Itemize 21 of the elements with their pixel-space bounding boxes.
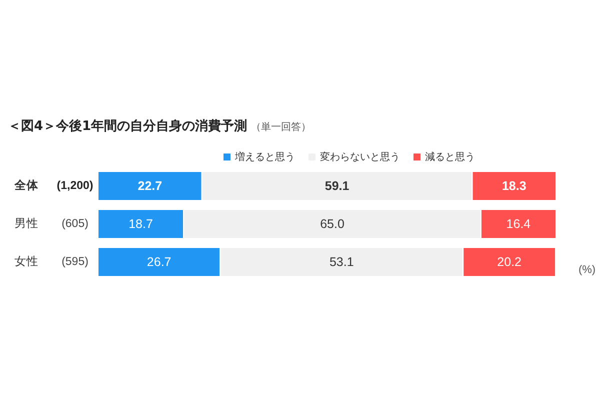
data-label: 59.1 bbox=[324, 179, 350, 193]
chart-title: ＜図4＞今後1年間の自分自身の消費予測 bbox=[8, 119, 248, 134]
legend-label: 増えると思う bbox=[234, 151, 295, 163]
chart-subtitle: （単一回答） bbox=[251, 122, 312, 133]
legend-label: 減ると思う bbox=[425, 151, 475, 163]
text: (%) bbox=[578, 264, 596, 276]
data-label: 26.7 bbox=[146, 255, 172, 269]
data-label: 53.1 bbox=[329, 255, 354, 269]
y-tick-label: 全体 bbox=[14, 178, 40, 192]
y-tick-label: 女性 bbox=[14, 255, 38, 268]
data-label: 18.7 bbox=[128, 217, 153, 231]
text: (605) bbox=[62, 218, 89, 230]
legend-label: 変わらないと思う bbox=[320, 151, 400, 163]
data-label: 16.4 bbox=[506, 217, 531, 231]
y-tick-label: 男性 bbox=[14, 217, 38, 230]
data-label: 65.0 bbox=[320, 217, 344, 231]
data-label: 20.2 bbox=[497, 255, 522, 269]
text: (595) bbox=[62, 256, 89, 268]
data-label: 18.3 bbox=[502, 179, 526, 193]
data-label: 22.7 bbox=[138, 179, 162, 193]
text: (1,200) bbox=[56, 180, 94, 192]
